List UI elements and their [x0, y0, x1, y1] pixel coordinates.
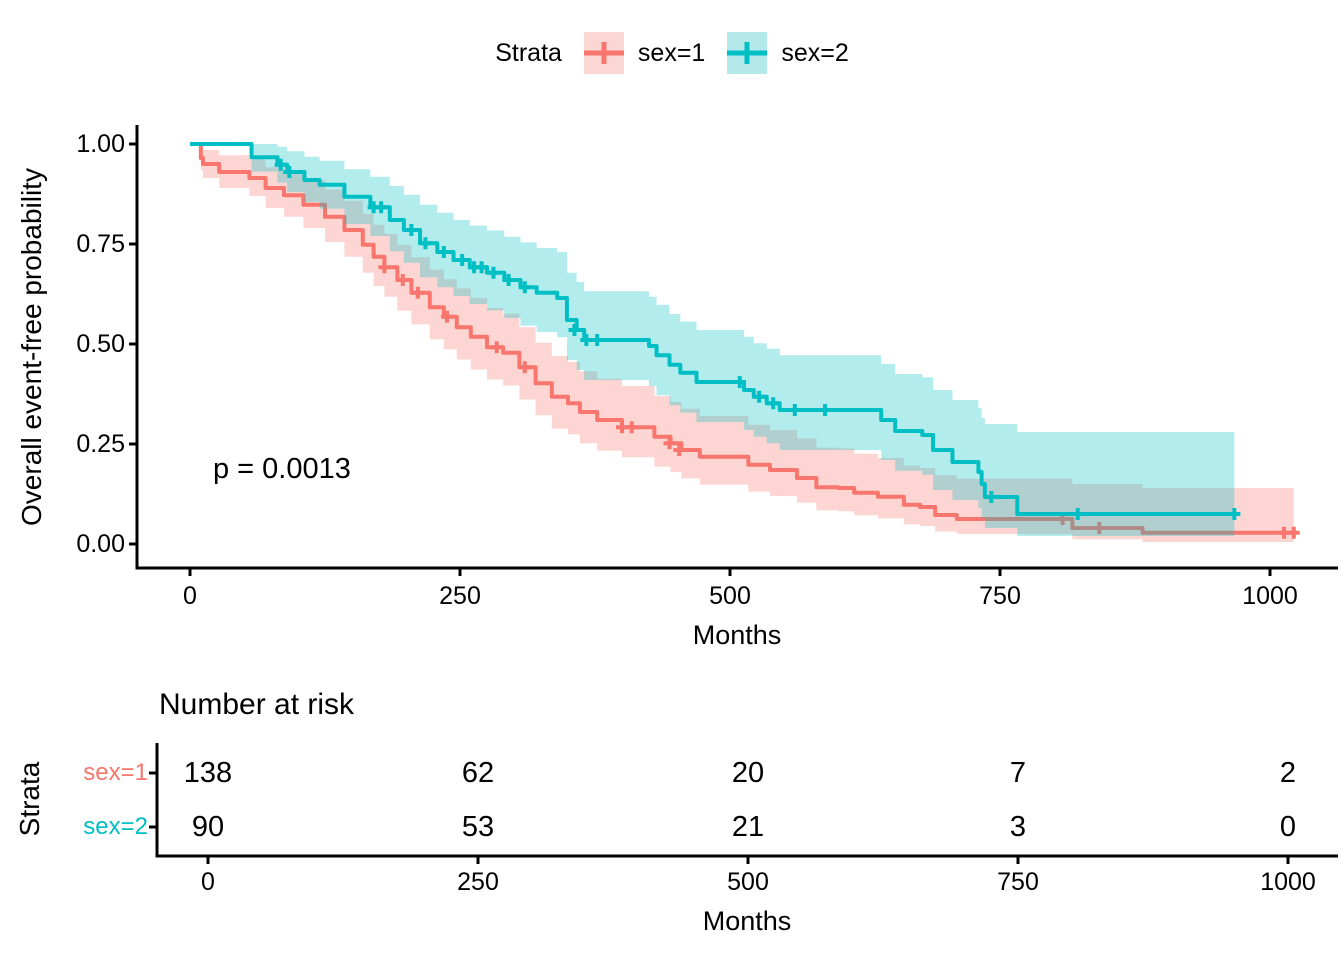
axis-ticks: [129, 142, 1290, 864]
risk-count-sex=2: 3: [1009, 811, 1027, 843]
risk-table-ylabel: Strata: [14, 761, 45, 837]
y-axis-title: Overall event-free probability: [16, 168, 47, 526]
legend-label-sex2: sex=2: [781, 38, 849, 67]
risk-count-sex=1: 20: [731, 757, 765, 789]
y-tick-label: 0.50: [76, 330, 125, 358]
legend-key-sex1-icon: [583, 32, 624, 74]
risk-count-sex=1: 2: [1279, 757, 1297, 789]
risk-row-label-sex1: sex=1: [83, 759, 148, 786]
risk-x-tick-label: 250: [457, 868, 499, 896]
survival-curve-sex=1: [190, 142, 1294, 535]
risk-x-tick-label: 0: [201, 868, 215, 896]
legend-title: Strata: [495, 38, 562, 67]
risk-x-tick-label: 500: [727, 868, 769, 896]
y-tick-label: 0.75: [76, 230, 125, 258]
risk-count-sex=2: 0: [1279, 811, 1297, 843]
x-tick-label: 0: [183, 582, 197, 610]
x-tick-label: 1000: [1242, 582, 1298, 610]
y-tick-label: 1.00: [76, 130, 125, 158]
risk-table-xlabel: Months: [702, 906, 792, 936]
legend-key-sex2-icon: [727, 32, 768, 74]
legend-label-sex1: sex=1: [637, 38, 706, 67]
censor-marks-sex=2: [274, 158, 1241, 520]
risk-count-sex=1: 62: [461, 757, 495, 789]
censor-marks-sex=1: [378, 261, 1300, 539]
p-value-annotation: p = 0.0013: [213, 453, 351, 485]
legend-item-sex1: sex=1: [583, 32, 706, 74]
risk-axes: [155, 743, 1338, 858]
risk-count-sex=1: 7: [1009, 757, 1027, 789]
risk-count-sex=2: 21: [731, 811, 765, 843]
main-axes: [135, 125, 1338, 570]
confidence-band-sex=2: [190, 144, 1235, 536]
legend-item-sex2: sex=2: [727, 32, 849, 74]
legend: Strata sex=1 sex=2: [0, 30, 1344, 76]
risk-count-sex=2: 90: [191, 811, 225, 843]
x-tick-label: 500: [709, 582, 751, 610]
x-tick-label: 750: [979, 582, 1021, 610]
survival-curve-sex=2: [190, 142, 1235, 516]
risk-x-tick-label: 1000: [1260, 868, 1316, 896]
risk-count-sex=2: 53: [461, 811, 495, 843]
risk-table-title: Number at risk: [159, 688, 355, 721]
y-tick-label: 0.25: [76, 430, 125, 458]
risk-row-label-sex2: sex=2: [83, 813, 148, 840]
x-tick-label: 250: [439, 582, 481, 610]
risk-count-sex=1: 138: [183, 757, 233, 789]
confidence-band-sex=1: [190, 144, 1294, 542]
risk-x-tick-label: 750: [997, 868, 1039, 896]
x-axis-title: Months: [692, 620, 782, 650]
y-tick-label: 0.00: [76, 530, 125, 558]
